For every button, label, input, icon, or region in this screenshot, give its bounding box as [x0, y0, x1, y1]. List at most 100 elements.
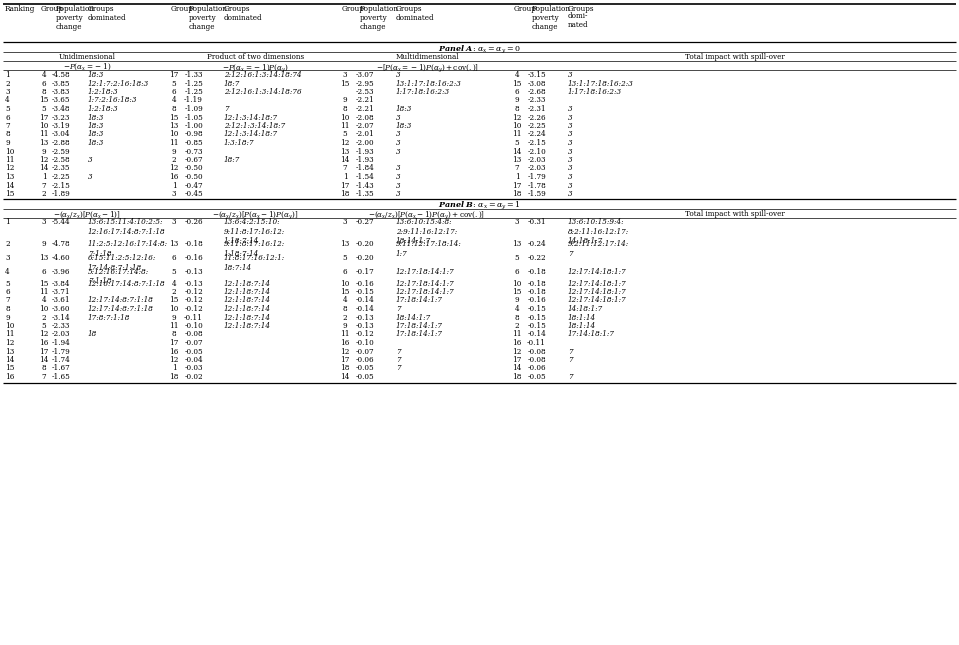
Text: -3.84: -3.84 — [52, 279, 70, 288]
Text: -0.20: -0.20 — [356, 255, 374, 263]
Text: -2.68: -2.68 — [527, 88, 546, 96]
Text: -1.67: -1.67 — [51, 364, 70, 373]
Text: -0.13: -0.13 — [356, 322, 374, 330]
Text: 9:2:11:12:17:14:
7: 9:2:11:12:17:14: 7 — [568, 241, 629, 258]
Text: 13: 13 — [512, 156, 522, 164]
Text: -1.59: -1.59 — [527, 190, 546, 198]
Text: -0.06: -0.06 — [527, 364, 546, 373]
Text: -0.05: -0.05 — [184, 348, 203, 355]
Text: 16: 16 — [170, 173, 178, 181]
Text: 18: 18 — [512, 373, 522, 381]
Text: -0.18: -0.18 — [527, 279, 546, 288]
Text: 3: 3 — [42, 219, 46, 226]
Text: -1.89: -1.89 — [51, 190, 70, 198]
Text: 2: 2 — [342, 313, 347, 321]
Text: 12: 12 — [170, 356, 178, 364]
Text: 7: 7 — [515, 164, 520, 172]
Text: 13:6:10:15:9:4:
8:2:11:16:12:17:
14:18:1:7: 13:6:10:15:9:4: 8:2:11:16:12:17: 14:18:1… — [568, 219, 629, 245]
Text: 5: 5 — [172, 268, 176, 275]
Text: -0.15: -0.15 — [527, 313, 546, 321]
Text: 9: 9 — [342, 322, 347, 330]
Text: -2.15: -2.15 — [527, 139, 546, 147]
Text: -2.33: -2.33 — [527, 97, 546, 104]
Text: 14: 14 — [5, 181, 14, 190]
Text: 12:17:14:18:1:7: 12:17:14:18:1:7 — [568, 297, 627, 304]
Text: $-(\alpha_x/z_x)[P(\alpha_x - 1)P(\alpha_y) + \mathrm{cov}(.)]$: $-(\alpha_x/z_x)[P(\alpha_x - 1)P(\alpha… — [368, 210, 485, 221]
Text: 12:1:18:7:14: 12:1:18:7:14 — [224, 297, 271, 304]
Text: 1:17:18:16:2:3: 1:17:18:16:2:3 — [568, 88, 622, 96]
Text: 2: 2 — [41, 313, 46, 321]
Text: 3: 3 — [568, 173, 573, 181]
Text: 10: 10 — [340, 114, 350, 121]
Text: 5: 5 — [342, 130, 347, 139]
Text: -1.35: -1.35 — [356, 190, 374, 198]
Text: 5: 5 — [342, 255, 347, 263]
Text: 13: 13 — [340, 241, 350, 248]
Text: 17: 17 — [512, 356, 522, 364]
Text: 7: 7 — [41, 181, 46, 190]
Text: -0.07: -0.07 — [184, 339, 203, 347]
Text: -0.03: -0.03 — [184, 364, 203, 373]
Text: -0.12: -0.12 — [355, 330, 374, 339]
Text: 18:3: 18:3 — [88, 139, 105, 147]
Text: 14: 14 — [512, 364, 522, 373]
Text: 13: 13 — [5, 173, 14, 181]
Text: 16: 16 — [5, 373, 14, 381]
Text: -1.93: -1.93 — [356, 156, 374, 164]
Text: 18:3: 18:3 — [88, 122, 105, 130]
Text: -1.19: -1.19 — [184, 97, 203, 104]
Text: 12: 12 — [340, 348, 350, 355]
Text: 1:2:18:3: 1:2:18:3 — [88, 88, 119, 96]
Text: 3: 3 — [172, 219, 176, 226]
Text: 3: 3 — [88, 173, 93, 181]
Text: 10: 10 — [5, 322, 14, 330]
Text: 1: 1 — [172, 364, 176, 373]
Text: 16: 16 — [340, 339, 350, 347]
Text: 3: 3 — [568, 190, 573, 198]
Text: $-[P(\alpha_x = -1)P(\alpha_y) + \mathrm{cov}(.)]$: $-[P(\alpha_x = -1)P(\alpha_y) + \mathrm… — [376, 62, 479, 74]
Text: 11: 11 — [512, 130, 522, 139]
Text: -0.16: -0.16 — [527, 297, 546, 304]
Text: -3.61: -3.61 — [52, 297, 70, 304]
Text: -2.31: -2.31 — [527, 105, 546, 113]
Text: 3: 3 — [342, 71, 347, 79]
Text: -4.78: -4.78 — [52, 241, 70, 248]
Text: 11: 11 — [169, 322, 178, 330]
Text: Group: Group — [514, 5, 537, 13]
Text: -2.25: -2.25 — [52, 173, 70, 181]
Text: 1: 1 — [41, 173, 46, 181]
Text: 8: 8 — [515, 105, 520, 113]
Text: Multidimensional: Multidimensional — [395, 53, 458, 61]
Text: 6: 6 — [515, 88, 520, 96]
Text: Population
poverty
change: Population poverty change — [189, 5, 228, 32]
Text: 10: 10 — [512, 122, 522, 130]
Text: 7: 7 — [568, 373, 573, 381]
Text: 1: 1 — [172, 181, 176, 190]
Text: -1.43: -1.43 — [356, 181, 374, 190]
Text: -0.26: -0.26 — [184, 219, 203, 226]
Text: -4.60: -4.60 — [52, 255, 70, 263]
Text: 17: 17 — [170, 71, 178, 79]
Text: $\bfit{Panel\ B}$: $\alpha_x = \alpha_y = 1$: $\bfit{Panel\ B}$: $\alpha_x = \alpha_y … — [437, 199, 521, 212]
Text: 12:1:18:7:14: 12:1:18:7:14 — [224, 313, 271, 321]
Text: -0.16: -0.16 — [184, 255, 203, 263]
Text: -0.08: -0.08 — [527, 356, 546, 364]
Text: 14:18:1:7: 14:18:1:7 — [568, 305, 603, 313]
Text: 4: 4 — [5, 268, 10, 275]
Text: 3: 3 — [568, 156, 573, 164]
Text: 14: 14 — [39, 356, 49, 364]
Text: 17: 17 — [340, 356, 350, 364]
Text: -3.07: -3.07 — [356, 71, 374, 79]
Text: 5: 5 — [41, 322, 46, 330]
Text: -2.59: -2.59 — [52, 148, 70, 155]
Text: 12:17:14:18:1:7: 12:17:14:18:1:7 — [568, 288, 627, 296]
Text: -2.03: -2.03 — [527, 156, 546, 164]
Text: -2.53: -2.53 — [356, 88, 374, 96]
Text: 6: 6 — [342, 268, 347, 275]
Text: 2:12:16:1:3:14:18:74: 2:12:16:1:3:14:18:74 — [224, 71, 302, 79]
Text: 13: 13 — [5, 348, 14, 355]
Text: 18: 18 — [340, 190, 350, 198]
Text: 13: 13 — [340, 148, 350, 155]
Text: -0.11: -0.11 — [184, 313, 203, 321]
Text: -0.31: -0.31 — [527, 219, 546, 226]
